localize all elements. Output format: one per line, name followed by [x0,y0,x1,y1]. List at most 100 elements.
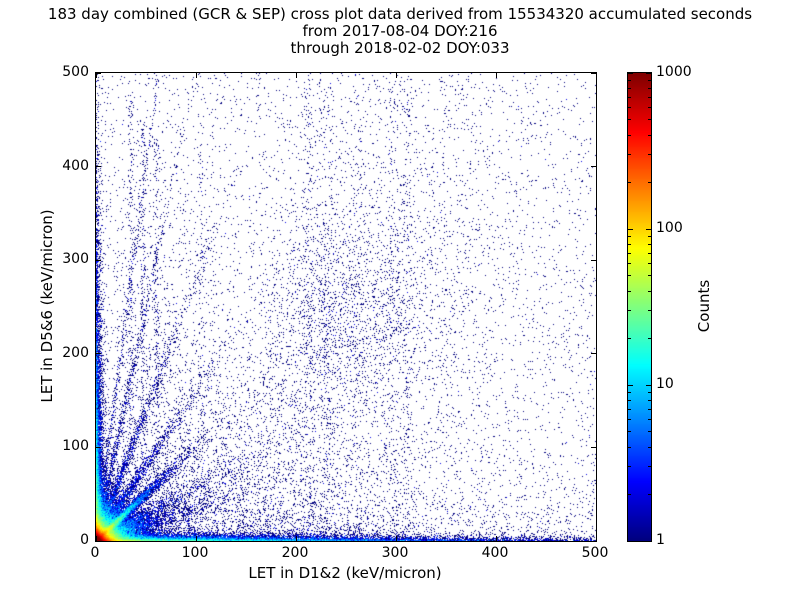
colorbar-minor-tick [628,419,631,421]
x-tick [395,73,397,78]
x-tick [495,536,497,541]
x-tick [195,536,197,541]
colorbar-canvas [628,73,651,541]
colorbar-minor-tick [648,79,651,81]
colorbar-tick [646,384,651,386]
title-line-1: 183 day combined (GCR & SEP) cross plot … [47,5,753,23]
colorbar-minor-tick [648,399,651,401]
colorbar-minor-tick [648,181,651,183]
colorbar-minor-tick [628,235,631,237]
colorbar-minor-tick [628,337,631,339]
x-tick [295,73,297,78]
colorbar-tick-label: 100 [656,220,683,236]
colorbar-minor-tick [628,446,631,448]
colorbar-minor-tick [648,310,651,312]
colorbar-minor-tick [628,399,631,401]
y-tick [591,72,596,74]
x-tick [595,536,597,541]
chart-title: 183 day combined (GCR & SEP) cross plot … [0,6,800,57]
y-axis-label: LET in D5&6 (keV/micron) [38,209,56,403]
colorbar-minor-tick [648,290,651,292]
colorbar-minor-tick [648,134,651,136]
y-tick [591,166,596,168]
y-tick-label: 500 [62,64,89,80]
colorbar-minor-tick [628,431,631,433]
x-tick [195,73,197,78]
y-tick-label: 400 [62,157,89,174]
colorbar-minor-tick [628,310,631,312]
colorbar-minor-tick [648,419,651,421]
colorbar-minor-tick [648,243,651,245]
x-tick-label: 100 [181,545,209,561]
colorbar-label: Counts [695,279,713,333]
colorbar-minor-tick [648,337,651,339]
colorbar-minor-tick [628,275,631,277]
colorbar-tick-label: 10 [656,376,674,392]
colorbar [627,72,652,542]
colorbar-tick-label: 1000 [656,64,692,80]
x-axis-label: LET in D1&2 (keV/micron) [248,564,442,582]
x-tick-label: 500 [581,545,609,561]
colorbar-tick [646,540,651,542]
colorbar-minor-tick [628,252,631,254]
colorbar-minor-tick [648,263,651,265]
y-tick [96,353,101,355]
y-tick [591,446,596,448]
colorbar-minor-tick [648,235,651,237]
colorbar-minor-tick [628,263,631,265]
colorbar-tick [628,73,633,74]
colorbar-minor-tick [648,431,651,433]
y-tick-label: 300 [62,251,89,268]
plot-area [95,72,597,542]
y-tick [96,446,101,448]
scatter-canvas [96,73,596,541]
colorbar-minor-tick [648,154,651,156]
y-tick [591,540,596,542]
x-tick-label: 0 [90,545,100,561]
colorbar-tick-label: 1 [656,532,665,548]
y-tick [591,353,596,355]
colorbar-minor-tick [628,290,631,292]
x-tick [595,73,597,78]
colorbar-minor-tick [648,408,651,410]
colorbar-minor-tick [628,96,631,98]
colorbar-tick [646,228,651,230]
x-tick-label: 400 [481,545,509,561]
colorbar-minor-tick [628,79,631,81]
colorbar-minor-tick [648,275,651,277]
colorbar-minor-tick [628,391,631,393]
colorbar-tick [628,540,633,542]
colorbar-tick [646,73,651,74]
title-line-2: from 2017-08-04 DOY:216 [302,22,498,40]
title-line-3: through 2018-02-02 DOY:033 [290,39,510,57]
colorbar-minor-tick [628,466,631,468]
colorbar-minor-tick [648,107,651,109]
colorbar-minor-tick [628,87,631,89]
colorbar-tick [628,384,633,386]
colorbar-minor-tick [648,466,651,468]
colorbar-minor-tick [628,134,631,136]
colorbar-minor-tick [648,87,651,89]
colorbar-minor-tick [628,107,631,109]
x-tick [95,73,97,78]
colorbar-minor-tick [628,181,631,183]
colorbar-minor-tick [628,154,631,156]
colorbar-minor-tick [628,243,631,245]
colorbar-minor-tick [648,391,651,393]
x-tick-label: 300 [381,545,409,561]
y-tick [96,166,101,168]
y-tick-label: 200 [62,344,89,361]
colorbar-minor-tick [648,96,651,98]
x-tick [395,536,397,541]
x-tick [295,536,297,541]
x-tick [95,536,97,541]
colorbar-minor-tick [648,119,651,121]
colorbar-minor-tick [648,446,651,448]
y-tick-label: 0 [80,532,89,548]
colorbar-minor-tick [648,493,651,495]
y-tick-label: 100 [62,438,89,455]
x-tick-label: 200 [281,545,309,561]
colorbar-minor-tick [628,493,631,495]
x-tick [495,73,497,78]
